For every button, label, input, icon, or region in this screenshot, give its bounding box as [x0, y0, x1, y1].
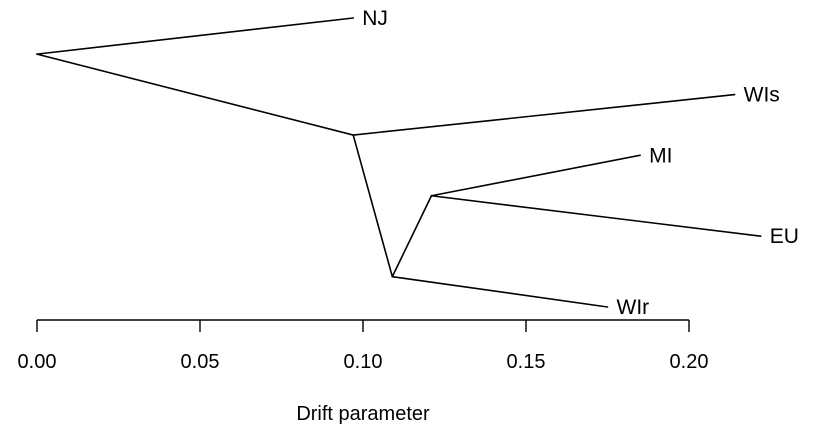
edge-n3-EU: [430, 194, 762, 237]
tip-label-mi: MI: [649, 144, 672, 167]
tip-label-wir: WIr: [617, 296, 650, 319]
edge-root-NJ: [36, 17, 355, 55]
edge-root-n1: [36, 53, 355, 136]
edge-n2-n3: [391, 194, 433, 278]
edge-n3-MI: [430, 154, 641, 197]
edge-n2-WIr: [391, 275, 609, 308]
x-tick-label-3: 0.15: [507, 351, 546, 373]
x-tick-label-4: 0.20: [670, 351, 709, 373]
x-axis-title: Drift parameter: [296, 403, 430, 425]
tip-label-nj: NJ: [362, 7, 388, 30]
edge-n1-WIs: [352, 93, 736, 136]
x-tick-label-2: 0.10: [344, 351, 383, 373]
tip-labels: NJ WIs MI EU WIr: [362, 7, 799, 319]
tip-label-eu: EU: [770, 225, 799, 248]
x-axis-ticks: 0.00 0.05 0.10 0.15 0.20: [18, 320, 709, 373]
x-tick-label-0: 0.00: [18, 351, 57, 373]
x-axis: 0.00 0.05 0.10 0.15 0.20 Drift parameter: [18, 319, 709, 425]
edge-n1-n2: [352, 134, 394, 278]
x-tick-label-1: 0.05: [181, 351, 220, 373]
tree-edges: [36, 17, 762, 308]
tip-label-wis: WIs: [744, 84, 780, 107]
